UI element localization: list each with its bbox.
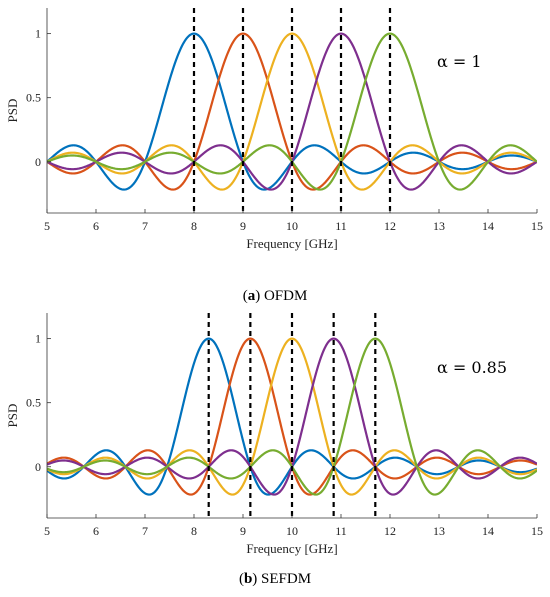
x-tick-label: 7 — [142, 524, 148, 538]
x-tick-label: 10 — [286, 219, 298, 233]
x-tick-label: 12 — [384, 524, 396, 538]
x-tick-label: 15 — [531, 524, 543, 538]
y-tick-label: 0 — [35, 155, 41, 169]
x-tick-label: 8 — [191, 524, 197, 538]
caption-paren-close: ) — [252, 571, 261, 587]
caption-label: b — [244, 571, 252, 587]
subfigure-caption: (a) OFDM — [243, 288, 308, 304]
alpha-annotation: α = 0.85 — [437, 358, 507, 377]
x-tick-label: 10 — [286, 524, 298, 538]
x-tick-label: 11 — [335, 524, 347, 538]
y-tick-label: 1 — [35, 332, 41, 346]
x-tick-label: 12 — [384, 219, 396, 233]
x-tick-label: 13 — [433, 524, 445, 538]
caption-text: SEFDM — [261, 571, 311, 587]
x-tick-label: 9 — [240, 524, 246, 538]
x-tick-label: 14 — [482, 524, 494, 538]
x-tick-label: 6 — [93, 219, 99, 233]
chart-panel-1: 5 6 7 8 9 10 11 12 13 14 15 0 0.5 1 Frequency [GHz] PSD… — [5, 8, 543, 304]
chart-panel-2: 5 6 7 8 9 10 11 12 13 14 15 0 0.5 1 Frequency [GHz] PSD… — [5, 313, 543, 587]
caption-paren-open: ( — [239, 571, 244, 587]
x-tick-label: 6 — [93, 524, 99, 538]
y-tick-label: 0 — [35, 460, 41, 474]
caption-paren-open: ( — [243, 288, 248, 304]
y-axis-label: PSD — [5, 99, 20, 123]
x-tick-label: 7 — [142, 219, 148, 233]
x-tick-label: 11 — [335, 219, 347, 233]
alpha-annotation: α = 1 — [437, 52, 482, 71]
x-tick-label: 13 — [433, 219, 445, 233]
x-axis-label: Frequency [GHz] — [246, 541, 337, 556]
y-tick-label: 0.5 — [26, 396, 41, 410]
y-tick-label: 0.5 — [26, 91, 41, 105]
caption-label: a — [248, 288, 256, 304]
x-tick-label: 9 — [240, 219, 246, 233]
caption-text: OFDM — [264, 288, 307, 304]
series-line-3 — [47, 32, 537, 191]
x-axis-label: Frequency [GHz] — [246, 236, 337, 251]
caption-paren-close: ) — [255, 288, 264, 304]
x-tick-label: 5 — [44, 524, 50, 538]
x-tick-label: 8 — [191, 219, 197, 233]
x-tick-label: 5 — [44, 219, 50, 233]
x-tick-label: 15 — [531, 219, 543, 233]
y-tick-label: 1 — [35, 27, 41, 41]
x-tick-label: 14 — [482, 219, 494, 233]
y-axis-label: PSD — [5, 404, 20, 428]
subfigure-caption: (b) SEFDM — [239, 571, 311, 587]
